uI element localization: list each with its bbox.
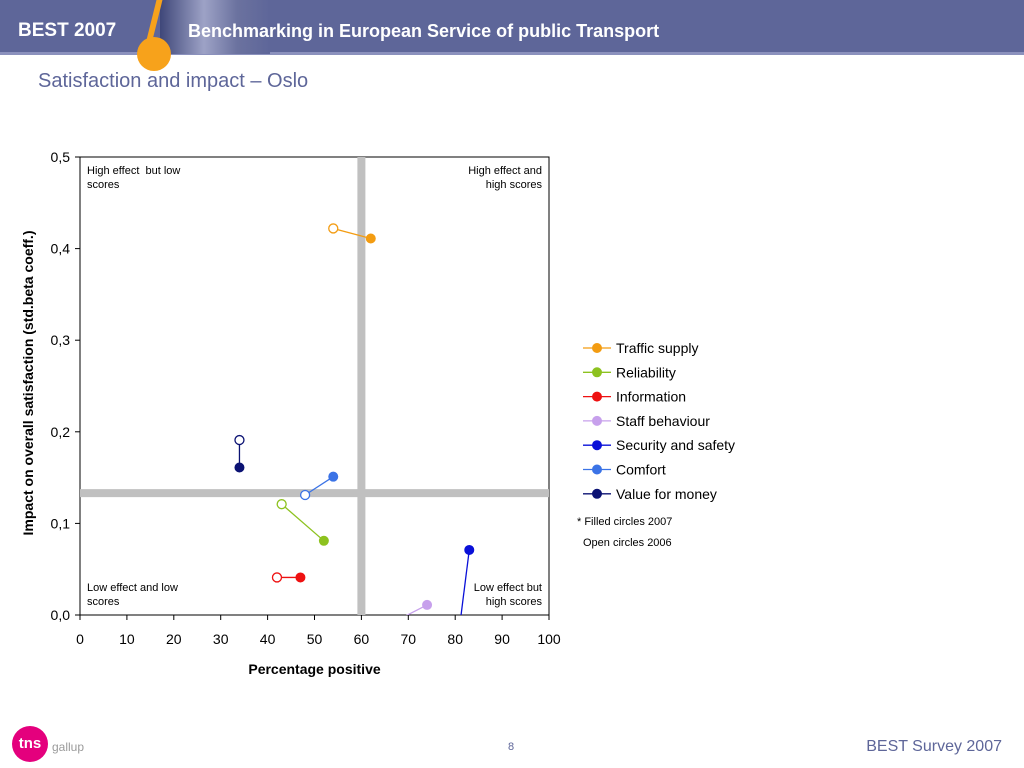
x-tick-label: 100	[537, 631, 561, 647]
series-connector	[304, 476, 334, 496]
y-tick-label: 0,1	[51, 515, 71, 531]
point-2006	[385, 620, 394, 629]
point-2006	[234, 434, 245, 446]
legend-label: Reliability	[616, 364, 676, 380]
point-2007	[295, 572, 306, 583]
y-tick-label: 0,3	[51, 332, 71, 348]
legend-marker	[592, 464, 602, 475]
x-tick-label: 90	[494, 631, 510, 647]
point-2006	[455, 620, 464, 629]
legend-label: Staff behaviour	[616, 413, 710, 429]
quadrant-label: high scores	[486, 596, 543, 608]
x-tick-label: 40	[260, 631, 276, 647]
series-connector	[460, 549, 470, 615]
plot-frame	[79, 156, 550, 616]
y-tick-label: 0,2	[51, 424, 71, 440]
point-2007	[365, 233, 376, 244]
data-layer	[234, 223, 475, 629]
y-tick-label: 0,5	[51, 149, 71, 165]
quadrant-label: scores	[87, 179, 120, 191]
x-axis-label: Percentage positive	[248, 661, 380, 677]
x-tick-label: 10	[119, 631, 135, 647]
note-filled-circles: * Filled circles 2007	[577, 516, 672, 528]
legend-label: Comfort	[616, 462, 666, 478]
quadrant-label: High effect and	[468, 165, 542, 177]
legend-label: Security and safety	[616, 437, 735, 453]
point-2007	[318, 535, 329, 546]
legend-label: Traffic supply	[616, 340, 698, 356]
y-axis-label: Impact on overall satisfaction (std.beta…	[20, 231, 36, 536]
header-photo	[160, 0, 270, 54]
orange-circle-decoration	[137, 37, 171, 71]
legend-marker	[592, 391, 602, 402]
note-open-circles: Open circles 2006	[583, 537, 672, 549]
point-2006	[271, 572, 283, 583]
x-tick-label: 0	[76, 631, 84, 647]
x-tick-label: 60	[354, 631, 370, 647]
x-tick-label: 20	[166, 631, 182, 647]
legend-marker	[592, 367, 602, 378]
brand-label: BEST 2007	[18, 20, 117, 41]
point-2006	[299, 489, 311, 501]
point-2007	[328, 471, 339, 482]
header-title: Benchmarking in European Service of publ…	[188, 21, 660, 41]
x-tick-label: 30	[213, 631, 229, 647]
y-tick-label: 0,0	[51, 607, 71, 623]
quadrant-label: scores	[87, 596, 120, 608]
series-connector	[333, 227, 371, 240]
legend-marker	[592, 415, 602, 426]
point-2007	[422, 599, 433, 610]
x-tick-label: 80	[447, 631, 463, 647]
logo-text: gallup	[52, 740, 85, 754]
reference-lines	[80, 157, 549, 615]
legend-marker	[592, 440, 602, 451]
x-tick-label: 50	[307, 631, 323, 647]
quadrant-label: high scores	[486, 179, 543, 191]
legend-label: Information	[616, 389, 686, 405]
quadrant-label: Low effect and low	[87, 582, 178, 594]
footer-survey-label: BEST Survey 2007	[866, 738, 1002, 755]
point-2006	[328, 223, 339, 234]
quadrant-label: High effect but low	[87, 165, 180, 177]
point-2006	[276, 499, 287, 510]
quadrant-label: Low effect but	[474, 582, 542, 594]
legend-marker	[592, 488, 602, 499]
point-2007	[234, 462, 245, 473]
series-connector	[405, 604, 428, 615]
slide-title: Satisfaction and impact – Oslo	[38, 70, 309, 92]
y-tick-label: 0,4	[51, 241, 71, 257]
legend-label: Value for money	[616, 486, 717, 502]
x-tick-label: 70	[401, 631, 417, 647]
point-2007	[464, 544, 475, 555]
header-accent-line	[0, 52, 1024, 55]
series-connector	[281, 503, 325, 542]
tns-logo: tns	[12, 726, 48, 762]
page-number: 8	[508, 741, 515, 753]
legend-marker	[592, 343, 602, 353]
